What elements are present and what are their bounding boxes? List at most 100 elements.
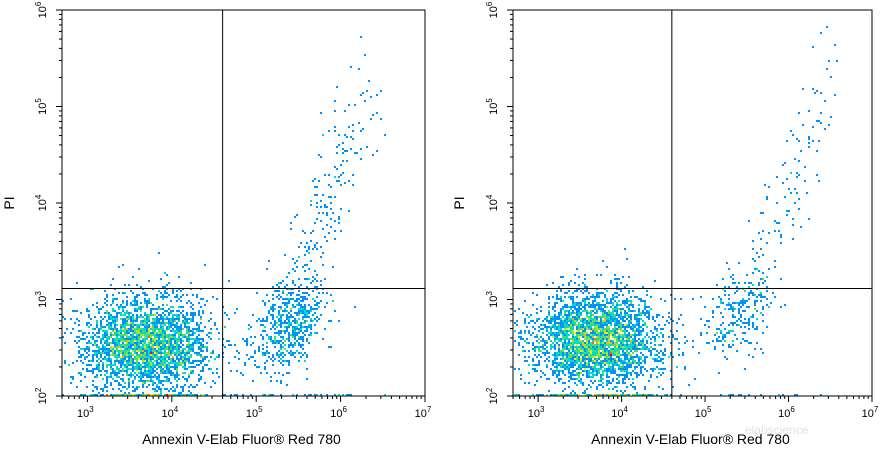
event-dot [134, 302, 136, 304]
event-dot [108, 336, 110, 338]
event-dot [190, 344, 192, 346]
event-dot [86, 342, 88, 344]
event-dot [202, 358, 204, 360]
event-dot [152, 322, 154, 324]
event-dot [612, 342, 614, 344]
event-dot [298, 332, 300, 334]
event-dot [334, 310, 336, 312]
event-dot [766, 198, 768, 200]
event-dot [302, 300, 304, 302]
event-dot [316, 296, 318, 298]
event-dot [724, 356, 726, 358]
event-dot [302, 336, 304, 338]
event-dot [556, 336, 558, 338]
event-dot [124, 392, 126, 394]
event-dot [172, 362, 174, 364]
event-dot [580, 332, 582, 334]
event-dot [104, 358, 106, 360]
event-dot [550, 346, 552, 348]
event-dot [634, 344, 636, 346]
event-dot [106, 338, 108, 340]
event-dot [574, 308, 576, 310]
event-dot [126, 366, 128, 368]
event-dot [526, 360, 528, 362]
event-dot [158, 350, 160, 352]
event-dot [534, 364, 536, 366]
event-dot [280, 358, 282, 360]
event-dot [538, 338, 540, 340]
event-dot [742, 300, 744, 302]
event-dot [288, 362, 290, 364]
event-dot [608, 394, 610, 396]
event-dot [134, 352, 136, 354]
event-dot [160, 358, 162, 360]
event-dot [802, 124, 804, 126]
event-dot [338, 218, 340, 220]
event-dot [606, 344, 608, 346]
event-dot [146, 386, 148, 388]
event-dot [368, 80, 370, 82]
event-dot [156, 308, 158, 310]
event-dot [624, 332, 626, 334]
event-dot [136, 370, 138, 372]
event-dot [146, 324, 148, 326]
event-dot [380, 118, 382, 120]
event-dot [126, 362, 128, 364]
event-dot [718, 296, 720, 298]
event-dot [134, 296, 136, 298]
event-dot [634, 326, 636, 328]
event-dot [138, 332, 140, 334]
event-dot [666, 320, 668, 322]
event-dot [622, 340, 624, 342]
event-dot [546, 342, 548, 344]
event-dot [82, 338, 84, 340]
event-dot [560, 358, 562, 360]
event-dot [274, 324, 276, 326]
event-dot [602, 316, 604, 318]
event-dot [148, 314, 150, 316]
event-dot [618, 354, 620, 356]
event-dot [606, 372, 608, 374]
event-dot [598, 380, 600, 382]
event-dot [600, 364, 602, 366]
event-dot [640, 356, 642, 358]
event-dot [352, 124, 354, 126]
event-dot [156, 340, 158, 342]
event-dot [594, 362, 596, 364]
event-dot [106, 386, 108, 388]
event-dot [556, 342, 558, 344]
event-dot [636, 296, 638, 298]
event-dot [812, 126, 814, 128]
event-dot [144, 324, 146, 326]
event-dot [766, 242, 768, 244]
event-dot [722, 316, 724, 318]
event-dot [136, 328, 138, 330]
event-dot [130, 356, 132, 358]
event-dot [626, 330, 628, 332]
event-dot [312, 320, 314, 322]
event-dot [126, 324, 128, 326]
event-dot [184, 354, 186, 356]
event-dot [586, 344, 588, 346]
event-dot [130, 290, 132, 292]
event-dot [636, 392, 638, 394]
event-dot [592, 318, 594, 320]
event-dot [142, 374, 144, 376]
event-dot [176, 358, 178, 360]
event-dot [284, 298, 286, 300]
event-dot [338, 134, 340, 136]
event-dot [288, 316, 290, 318]
event-dot [556, 362, 558, 364]
event-dot [128, 332, 130, 334]
event-dot [158, 394, 160, 396]
event-dot [164, 380, 166, 382]
event-dot [158, 322, 160, 324]
event-dot [304, 308, 306, 310]
event-dot [148, 394, 150, 396]
event-dot [274, 304, 276, 306]
event-dot [186, 322, 188, 324]
event-dot [292, 258, 294, 260]
event-dot [200, 330, 202, 332]
event-dot [264, 394, 266, 396]
event-dot [660, 332, 662, 334]
